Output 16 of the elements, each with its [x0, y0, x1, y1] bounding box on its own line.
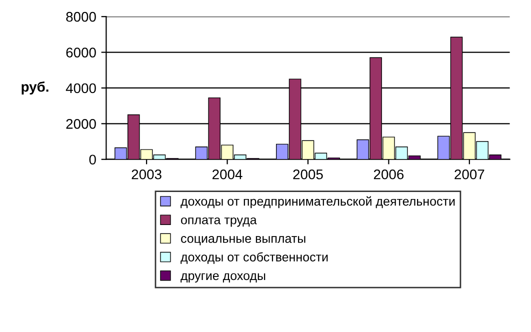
x-tick-label: 2005 — [293, 169, 323, 180]
x-tick-label: 2007 — [454, 169, 484, 180]
y-tick-label: 2000 — [66, 119, 96, 129]
y-tick-label: 8000 — [66, 12, 96, 22]
legend-label: социальные выплаты — [181, 236, 306, 246]
legend-label: доходы от предпринимательской деятельности — [180, 196, 455, 208]
legend-label: оплата труда — [181, 217, 257, 227]
y-tick-label: 4000 — [66, 83, 96, 94]
y-axis-title: руб. — [22, 81, 48, 95]
y-tick-label: 0 — [89, 154, 96, 165]
x-tick-label: 2004 — [212, 169, 242, 180]
legend-label: доходы от собственности — [180, 252, 328, 264]
legend-label: другие доходы — [180, 273, 266, 283]
y-tick-label: 6000 — [66, 48, 96, 58]
x-tick-label: 2006 — [374, 169, 404, 180]
x-tick-label: 2003 — [132, 169, 162, 180]
